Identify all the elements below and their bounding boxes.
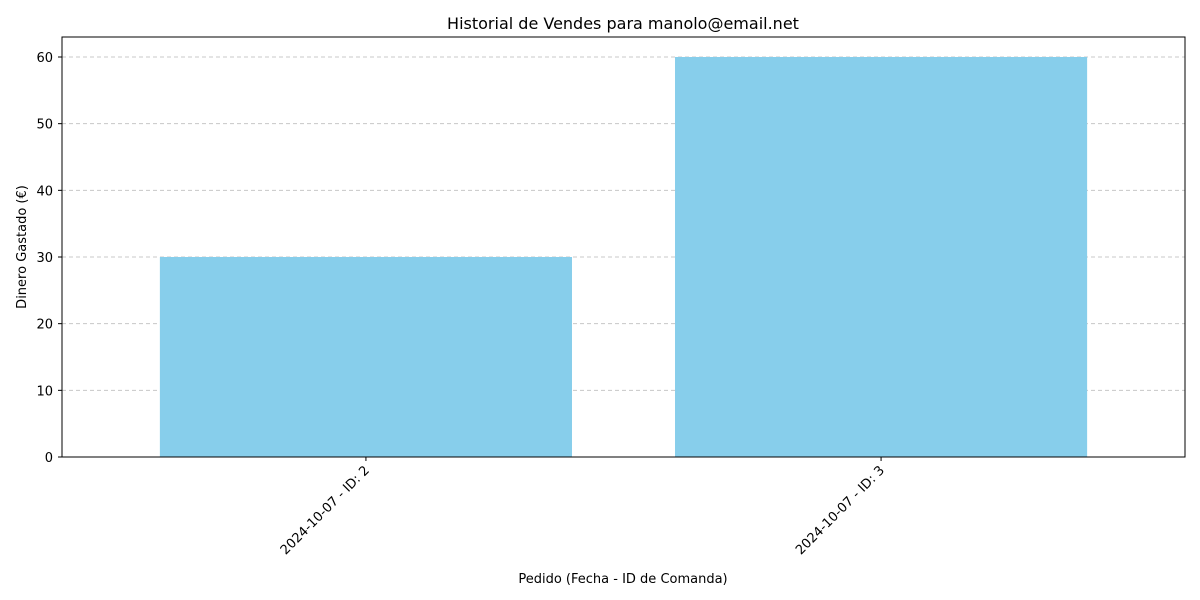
x-axis-label: Pedido (Fecha - ID de Comanda): [518, 572, 727, 587]
bar: [675, 57, 1088, 457]
y-axis-label: Dinero Gastado (€): [15, 185, 30, 309]
x-tick-label: 2024-10-07 - ID: 2: [278, 463, 373, 558]
y-axis-ticks: 0 10 20 30 40 50 60: [36, 51, 62, 466]
y-tick-label: 20: [36, 318, 53, 333]
y-tick-label: 50: [36, 118, 53, 133]
bar: [159, 257, 572, 457]
y-tick-label: 60: [36, 51, 53, 66]
chart-title: Historial de Vendes para manolo@email.ne…: [447, 14, 799, 33]
grid-lines: [62, 56, 1185, 391]
y-tick-label: 10: [36, 384, 53, 399]
y-tick-label: 0: [45, 451, 53, 466]
x-axis-ticks: 2024-10-07 - ID: 2 2024-10-07 - ID: 3: [278, 457, 888, 558]
x-tick-label: 2024-10-07 - ID: 3: [793, 463, 888, 558]
y-tick-label: 40: [36, 184, 53, 199]
bars: [159, 57, 1088, 457]
plot-frame: [61, 36, 1186, 458]
y-tick-label: 30: [36, 251, 53, 266]
